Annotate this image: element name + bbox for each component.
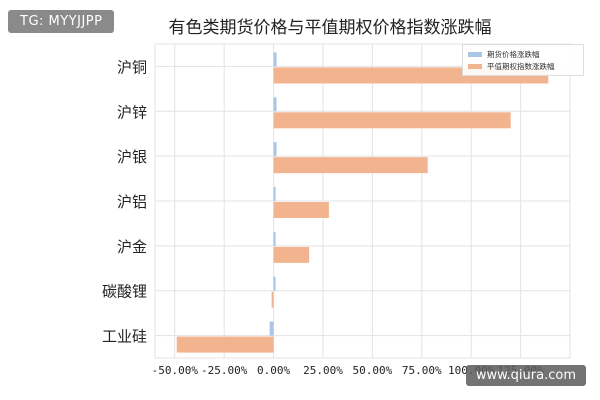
category-label: 碳酸锂 — [102, 283, 147, 301]
x-tick-label: -50.00% — [152, 364, 199, 377]
legend-item-futures: 期货价格涨跌幅 — [468, 48, 578, 60]
chart-title: 有色类期货价格与平值期权价格指数涨跌幅 — [169, 18, 492, 38]
x-tick-label: 25.00% — [303, 364, 343, 377]
watermark-bottom-right: www.qiura.com — [465, 365, 586, 386]
legend-label-options: 平值期权指数涨跌幅 — [487, 61, 555, 71]
grid-lines — [154, 43, 571, 359]
category-label: 沪银 — [117, 148, 147, 166]
bar-options — [273, 202, 329, 218]
watermark-top-left: TG: MYYJJPP — [8, 10, 115, 33]
legend: 期货价格涨跌幅 平值期权指数涨跌幅 — [462, 44, 584, 76]
bar-futures — [273, 276, 276, 291]
bar-options — [273, 246, 310, 263]
category-label: 工业硅 — [102, 328, 147, 346]
bar-options — [273, 157, 428, 174]
category-label: 沪金 — [117, 238, 147, 256]
bar-futures — [269, 321, 274, 336]
bar-futures — [273, 187, 276, 201]
x-tick-label: 50.00% — [353, 364, 393, 377]
legend-swatch-futures — [468, 51, 482, 57]
bar-options — [176, 336, 274, 353]
bar-options — [271, 291, 274, 308]
category-label: 沪铜 — [117, 58, 147, 76]
x-tick-label: -25.00% — [201, 364, 248, 377]
bar-futures — [273, 52, 277, 67]
legend-swatch-options — [468, 63, 482, 69]
bar-futures — [273, 231, 276, 246]
x-tick-label: 75.00% — [402, 364, 442, 377]
x-tick-label: 0.00% — [257, 364, 290, 377]
bar-options — [273, 112, 511, 129]
category-label: 沪锌 — [117, 103, 147, 121]
category-label: 沪铝 — [117, 193, 147, 211]
bar-group — [176, 52, 549, 353]
legend-item-options: 平值期权指数涨跌幅 — [468, 60, 578, 72]
bar-futures — [273, 142, 277, 157]
legend-label-futures: 期货价格涨跌幅 — [487, 49, 540, 59]
bar-futures — [273, 97, 277, 112]
